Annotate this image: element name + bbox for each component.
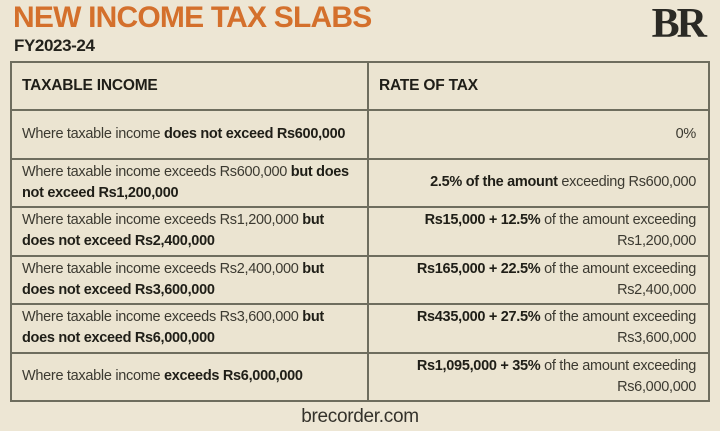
table-row-6-income-cell: Where taxable income exceeds Rs6,000,000 bbox=[12, 351, 369, 400]
header: NEW INCOME TAX SLABS FY2023-24 BR bbox=[0, 0, 720, 60]
rate-text: Rs1,095,000 + 35% of the amount exceedin… bbox=[416, 357, 696, 395]
table-row-3-income-cell: Where taxable income exceeds Rs1,200,000… bbox=[12, 206, 369, 255]
table-row-4-income-cell: Where taxable income exceeds Rs2,400,000… bbox=[12, 254, 369, 303]
column-header-taxable-income: TAXABLE INCOME bbox=[12, 63, 369, 109]
column-header-label: TAXABLE INCOME bbox=[22, 76, 158, 94]
column-header-label: RATE OF TAX bbox=[379, 76, 478, 94]
rate-text: Rs435,000 + 27.5% of the amount exceedin… bbox=[416, 309, 696, 347]
table-row-5-rate-cell: Rs435,000 + 27.5% of the amount exceedin… bbox=[369, 303, 708, 352]
table-row-2-rate-cell: 2.5% of the amount exceeding Rs600,000 bbox=[369, 157, 708, 207]
page-title: NEW INCOME TAX SLABS bbox=[13, 1, 372, 34]
rate-text: 2.5% of the amount exceeding Rs600,000 bbox=[430, 174, 696, 191]
table-row-3-rate-cell: Rs15,000 + 12.5% of the amount exceeding… bbox=[369, 206, 708, 255]
income-text: Where taxable income exceeds Rs6,000,000 bbox=[22, 368, 303, 385]
source-site-label: brecorder.com bbox=[301, 405, 419, 427]
income-text: Where taxable income exceeds Rs3,600,000… bbox=[22, 309, 324, 347]
rate-text: Rs165,000 + 22.5% of the amount exceedin… bbox=[416, 260, 696, 298]
income-text: Where taxable income exceeds Rs1,200,000… bbox=[22, 212, 324, 250]
table-row-1-income-cell: Where taxable income does not exceed Rs6… bbox=[12, 109, 369, 158]
table-row-2-income-cell: Where taxable income exceeds Rs600,000 b… bbox=[12, 157, 369, 206]
column-header-rate-of-tax: RATE OF TAX bbox=[369, 63, 708, 109]
rate-text: 0% bbox=[675, 125, 697, 142]
table-row-6-rate-cell: Rs1,095,000 + 35% of the amount exceedin… bbox=[369, 351, 708, 401]
table-row-5-income-cell: Where taxable income exceeds Rs3,600,000… bbox=[12, 303, 369, 352]
income-text: Where taxable income exceeds Rs2,400,000… bbox=[22, 260, 324, 298]
fiscal-year-subtitle: FY2023-24 bbox=[14, 36, 95, 55]
income-text: Where taxable income exceeds Rs600,000 b… bbox=[22, 163, 349, 201]
tax-slab-table: TAXABLE INCOME RATE OF TAX Where taxable… bbox=[10, 61, 710, 402]
table-row-1-rate-cell: 0% bbox=[369, 109, 708, 158]
footer: brecorder.com bbox=[0, 402, 720, 431]
table-row-4-rate-cell: Rs165,000 + 22.5% of the amount exceedin… bbox=[369, 254, 708, 304]
br-logo: BR bbox=[651, 1, 707, 47]
rate-text: Rs15,000 + 12.5% of the amount exceeding… bbox=[424, 212, 697, 250]
income-text: Where taxable income does not exceed Rs6… bbox=[22, 125, 346, 142]
